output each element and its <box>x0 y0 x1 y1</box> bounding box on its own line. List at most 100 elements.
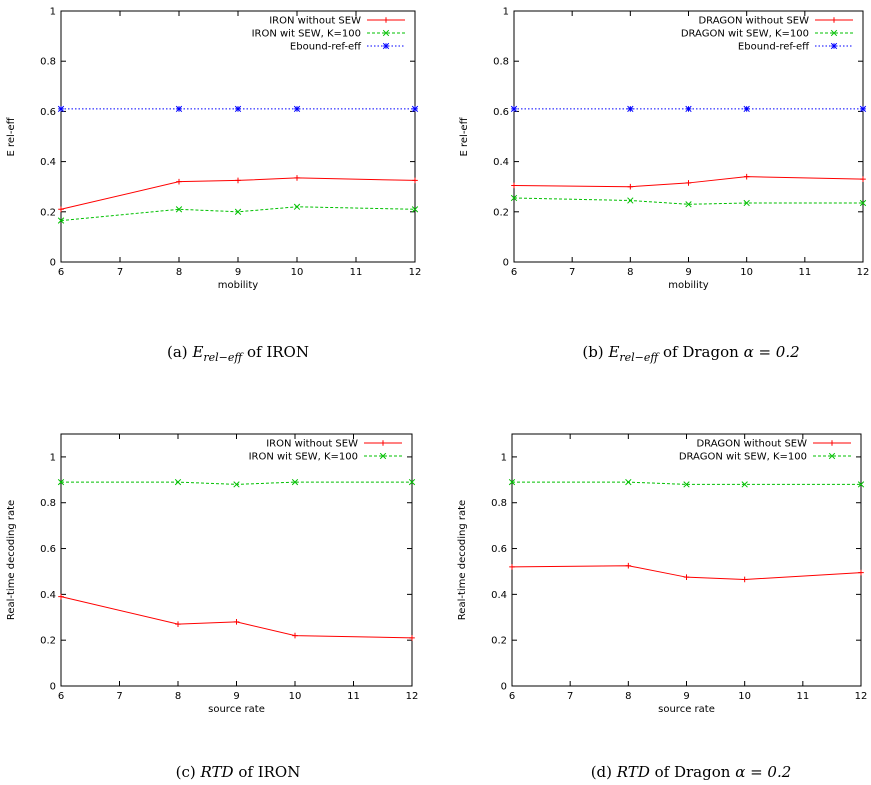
plot-frame <box>513 10 864 263</box>
figure-caption: (d) RTD of Dragon α = 0.2 <box>591 763 792 781</box>
legend-marker <box>383 17 389 23</box>
legend-marker <box>379 452 387 460</box>
data-point <box>625 562 632 569</box>
data-point <box>57 478 65 486</box>
y-axis-label: Real-time decoding rate <box>6 500 17 620</box>
y-tick-label: 0 <box>501 682 507 693</box>
caption-subscript: rel−eff <box>203 351 244 364</box>
x-axis-label: source rate <box>658 704 715 715</box>
chart-panel-c: 0 0.2 0.4 0.6 0.8 1 6 7 8 9 10 11 12 source rate Real-… <box>6 433 418 781</box>
y-tick-label: 0.8 <box>40 498 56 509</box>
legend-label: DRAGON wit SEW, K=100 <box>681 29 809 40</box>
legend-label: DRAGON without SEW <box>698 16 809 27</box>
x-tick-label: 6 <box>58 691 64 702</box>
y-tick-label: 0 <box>50 258 56 269</box>
x-tick-label: 8 <box>625 691 631 702</box>
y-tick-label: 0.4 <box>40 157 56 168</box>
data-point <box>860 176 866 182</box>
data-point <box>57 217 65 224</box>
data-point <box>57 105 65 113</box>
x-tick-label: 9 <box>685 267 691 278</box>
y-axis-label: E rel-eff <box>6 116 17 156</box>
y-tick-label: 0.2 <box>491 636 507 647</box>
data-point <box>58 206 64 213</box>
x-axis-label: source rate <box>208 704 265 715</box>
data-point <box>293 203 301 210</box>
data-point <box>174 478 182 486</box>
data-point <box>294 175 300 181</box>
data-point <box>234 208 242 215</box>
y-tick-label: 0.2 <box>40 207 56 218</box>
data-point <box>743 105 750 113</box>
caption-extra: α = 0.2 <box>735 763 791 781</box>
data-point <box>685 201 692 208</box>
legend-marker <box>829 440 835 446</box>
x-tick-label: 10 <box>291 267 304 278</box>
legend-marker <box>380 440 386 446</box>
series-line-2 <box>513 197 863 205</box>
caption-extra: α = 0.2 <box>744 343 800 361</box>
data-point <box>412 177 418 184</box>
data-point <box>511 182 517 189</box>
caption-label: (a) <box>167 343 188 361</box>
data-point <box>409 635 415 641</box>
x-tick-label: 6 <box>509 691 515 702</box>
legend-label: IRON wit SEW, K=100 <box>252 29 361 40</box>
data-point <box>743 173 750 180</box>
x-tick-label: 12 <box>409 267 422 278</box>
y-tick-label: 0.6 <box>40 544 56 555</box>
data-point <box>233 619 240 625</box>
data-point <box>627 183 634 190</box>
data-point <box>293 105 301 113</box>
data-point <box>859 105 867 113</box>
y-tick-label: 0.8 <box>491 498 507 509</box>
x-tick-label: 9 <box>233 691 239 702</box>
plot-frame <box>60 433 413 687</box>
data-point <box>685 180 692 186</box>
y-tick-label: 0.4 <box>40 590 56 601</box>
data-point <box>858 569 864 576</box>
chart-panel-b: 0 0.2 0.4 0.6 0.8 1 6 7 8 9 10 11 12 mobility E rel-ef… <box>459 7 869 365</box>
caption-subscript: rel−eff <box>619 351 660 364</box>
caption-label: (b) <box>582 343 603 361</box>
y-tick-label: 0 <box>503 258 509 269</box>
data-point <box>234 105 242 113</box>
y-axis-label: E rel-eff <box>459 116 470 156</box>
y-tick-label: 0.2 <box>40 636 56 647</box>
data-point <box>175 206 183 213</box>
plot-frame <box>60 10 416 263</box>
data-point <box>857 481 865 488</box>
legend-marker <box>382 29 390 37</box>
x-tick-label: 7 <box>567 691 573 702</box>
x-tick-label: 10 <box>289 691 302 702</box>
y-tick-label: 0.4 <box>491 590 507 601</box>
y-tick-label: 1 <box>50 7 56 18</box>
chart-panel-d: 0 0.2 0.4 0.6 0.8 1 6 7 8 9 10 11 12 source rate Real-… <box>457 433 868 781</box>
data-point <box>175 105 183 113</box>
caption-symbol: E <box>607 343 619 361</box>
figure-caption: (a) Erel−eff of IRON <box>167 343 309 364</box>
chart-panel-a: 0 0.2 0.4 0.6 0.8 1 6 7 8 9 10 11 12 mobility E rel-ef… <box>6 7 421 365</box>
legend-marker <box>830 29 838 37</box>
data-point <box>235 177 241 184</box>
caption-text: of IRON <box>247 343 309 361</box>
figure-caption: (c) RTD of IRON <box>176 763 301 781</box>
data-point <box>509 564 515 570</box>
data-point <box>683 574 690 580</box>
caption-text: of Dragon <box>655 763 731 781</box>
data-point <box>743 199 750 207</box>
x-tick-label: 12 <box>855 691 868 702</box>
y-tick-label: 1 <box>50 452 56 463</box>
caption-label: (d) <box>591 763 612 781</box>
legend-label: IRON wit SEW, K=100 <box>249 452 358 463</box>
data-point <box>625 478 632 486</box>
data-point <box>859 199 867 207</box>
data-point <box>175 621 181 627</box>
x-tick-label: 12 <box>857 267 870 278</box>
y-tick-label: 0.6 <box>493 107 509 118</box>
legend-label: DRAGON wit SEW, K=100 <box>679 452 807 463</box>
x-tick-label: 8 <box>175 691 181 702</box>
y-tick-label: 0.2 <box>493 207 509 218</box>
x-tick-label: 6 <box>58 267 64 278</box>
